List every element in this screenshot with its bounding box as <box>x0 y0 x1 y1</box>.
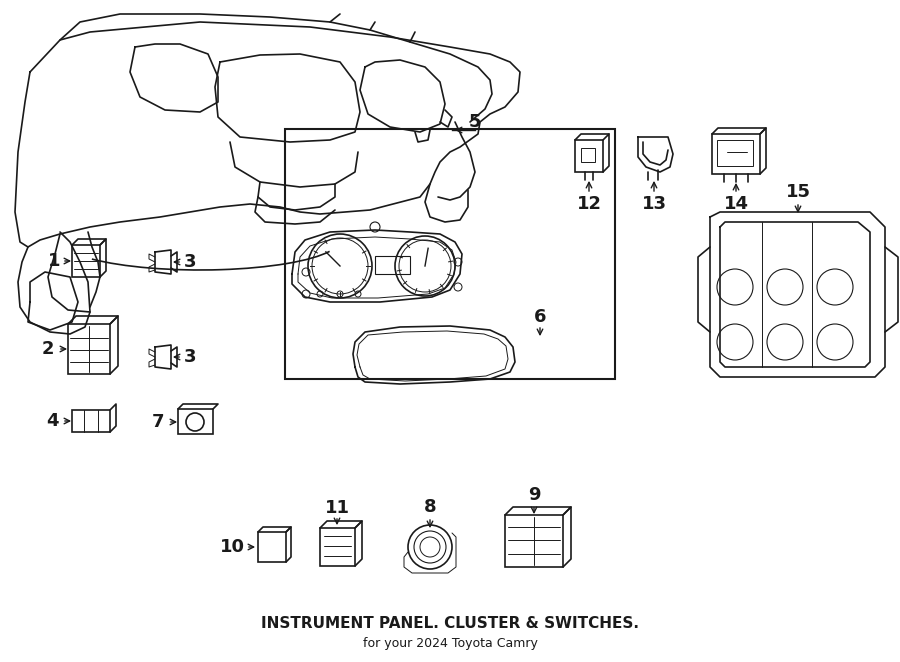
Bar <box>72 245 100 277</box>
Bar <box>258 532 286 562</box>
Text: for your 2024 Toyota Camry: for your 2024 Toyota Camry <box>363 638 537 651</box>
Text: 8: 8 <box>424 498 436 516</box>
Bar <box>72 410 110 432</box>
Bar <box>505 515 563 567</box>
Text: 1: 1 <box>48 252 60 270</box>
Text: 7: 7 <box>152 413 164 431</box>
Bar <box>320 528 355 566</box>
Text: 4: 4 <box>46 412 58 430</box>
Bar <box>717 140 753 166</box>
Text: 15: 15 <box>786 183 811 201</box>
Text: 6: 6 <box>534 308 546 326</box>
Text: 13: 13 <box>642 195 667 213</box>
Bar <box>68 324 110 374</box>
Text: 10: 10 <box>220 538 245 556</box>
Text: 5: 5 <box>469 113 482 131</box>
Text: INSTRUMENT PANEL. CLUSTER & SWITCHES.: INSTRUMENT PANEL. CLUSTER & SWITCHES. <box>261 616 639 632</box>
Text: 3: 3 <box>184 348 196 366</box>
Text: 12: 12 <box>577 195 601 213</box>
Bar <box>712 134 760 174</box>
Bar <box>285 129 615 379</box>
Bar <box>375 256 410 274</box>
Bar <box>575 140 603 172</box>
Bar <box>581 148 595 162</box>
Text: 2: 2 <box>41 340 54 358</box>
Text: 3: 3 <box>184 253 196 271</box>
Text: 11: 11 <box>325 499 349 517</box>
Bar <box>178 409 213 434</box>
Text: 14: 14 <box>724 195 749 213</box>
Text: 9: 9 <box>527 486 540 504</box>
